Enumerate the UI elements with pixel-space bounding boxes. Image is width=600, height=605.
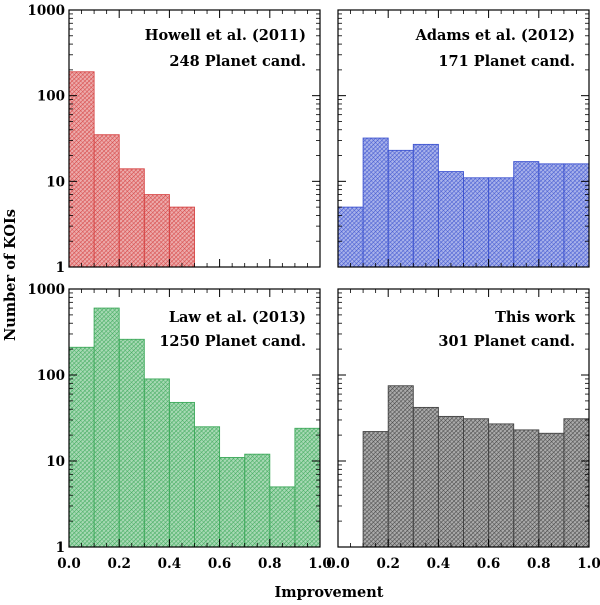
histogram-bar	[337, 206, 364, 268]
histogram-bar	[538, 163, 565, 268]
panel-subtitle: 248 Planet cand.	[169, 53, 306, 70]
histogram-bar	[93, 134, 120, 268]
histogram-bar	[244, 453, 271, 548]
histogram-bar	[194, 426, 221, 548]
x-tick-label: 0.4	[158, 556, 182, 572]
x-tick-label: 0.8	[258, 556, 282, 572]
histogram-bar	[412, 143, 439, 268]
histogram-bar	[513, 429, 540, 548]
histogram-bar	[362, 431, 389, 548]
histogram-bar	[488, 423, 515, 548]
x-tick-label: 1.0	[577, 556, 600, 572]
histogram-bar	[143, 194, 170, 268]
histogram-bar	[93, 307, 120, 548]
histogram-bar	[387, 149, 414, 268]
histogram-bar	[68, 346, 95, 548]
y-tick-label: 1000	[27, 3, 65, 19]
histogram-bar	[463, 418, 490, 548]
histogram-bar	[143, 378, 170, 548]
y-tick-label: 100	[37, 89, 65, 105]
histogram-bar	[513, 161, 540, 268]
x-axis-title: Improvement	[274, 584, 383, 601]
y-tick-label: 1	[56, 260, 65, 276]
x-tick-label: 0.4	[427, 556, 451, 572]
panel-title: This work	[495, 309, 576, 326]
histogram-bar	[269, 486, 296, 548]
panel-adams: Adams et al. (2012) 171 Planet cand.	[337, 9, 590, 268]
histogram-bar	[563, 418, 590, 548]
x-tick-label: 0.6	[208, 556, 232, 572]
panel-subtitle: 171 Planet cand.	[438, 53, 575, 70]
histogram-bar	[362, 137, 389, 268]
x-tick-label: 0.2	[376, 556, 400, 572]
panel-title: Adams et al. (2012)	[415, 27, 575, 44]
histogram-bar	[538, 432, 565, 548]
histogram-bar	[118, 168, 145, 268]
panel-howell: 1 10 100 1000 Howell et al. (2011) 248 Planet…	[27, 3, 321, 276]
y-tick-label: 10	[46, 454, 65, 470]
histogram-bar	[488, 177, 515, 268]
histogram-bar	[387, 385, 414, 548]
x-tick-label: 1.0	[308, 556, 332, 572]
histogram-bar	[219, 456, 246, 548]
x-tick-label: 0.0	[57, 556, 81, 572]
histogram-bar	[294, 427, 321, 548]
x-tick-label: 0.6	[477, 556, 501, 572]
histogram-bar	[68, 71, 95, 268]
panel-law: 1 10 100 1000 0.0 0.2 0.4 0.6 0.8 1.0 Law et al. (…	[27, 282, 331, 572]
y-tick-label: 10	[46, 174, 65, 190]
histogram-bar	[437, 171, 464, 268]
x-tick-label: 0.8	[527, 556, 551, 572]
panel-subtitle: 1250 Planet cand.	[159, 333, 306, 350]
histogram-bar	[412, 406, 439, 548]
y-axis-title: Number of KOIs	[2, 209, 19, 341]
panel-title: Law et al. (2013)	[169, 309, 306, 326]
x-tick-label: 0.2	[107, 556, 131, 572]
y-tick-label: 100	[37, 368, 65, 384]
y-tick-label: 1000	[27, 282, 65, 298]
histogram-bar	[168, 206, 195, 268]
panel-thiswork: 0.0 0.2 0.4 0.6 0.8 1.0 This work 301 Planet ca…	[326, 288, 600, 572]
y-tick-label: 1	[56, 540, 65, 556]
histogram-bar	[437, 415, 464, 548]
panel-title: Howell et al. (2011)	[145, 27, 306, 44]
histogram-bar	[463, 177, 490, 268]
panel-subtitle: 301 Planet cand.	[438, 333, 575, 350]
x-tick-label: 0.0	[326, 556, 350, 572]
histogram-bar	[168, 401, 195, 548]
histogram-bar	[118, 338, 145, 548]
